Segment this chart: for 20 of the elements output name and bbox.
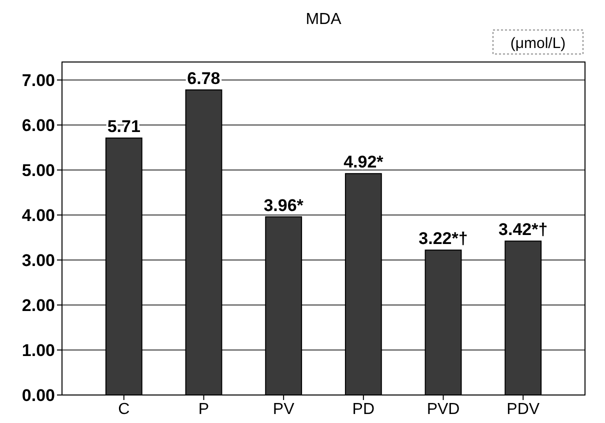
x-tick-label: P [198,401,210,418]
x-tick-label: PVD [426,401,460,418]
y-tick-label: 5.00 [22,160,55,180]
data-label: 3.22*† [418,229,468,248]
x-tick-label: PV [272,401,295,418]
x-tick-label: C [118,401,130,418]
data-label: 3.42*† [498,220,548,240]
y-tick-label: 6.00 [22,116,55,135]
y-tick-label: 0.00 [22,386,55,405]
chart-title: MDA [306,11,342,28]
y-axis-title: (μmol/L) [510,35,566,52]
y-tick-label: 1.00 [22,340,55,360]
y-tick-label: 7.00 [22,70,55,90]
data-label: 3.96* [264,196,304,215]
data-label: 4.92* [344,152,384,172]
y-tick-label: 2.00 [22,296,55,315]
x-tick-label: PD [352,401,375,418]
y-tick-label: 4.00 [22,206,55,225]
y-tick-label: 3.00 [22,250,55,270]
x-tick-label: PDV [506,401,540,418]
